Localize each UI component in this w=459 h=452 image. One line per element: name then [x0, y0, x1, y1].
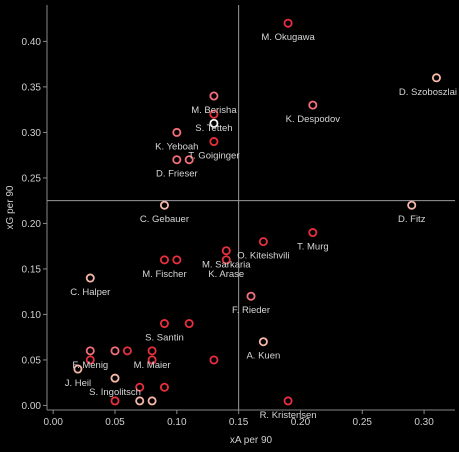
point-label: C. Halper: [70, 287, 110, 298]
y-tick-label: 0.20: [22, 219, 42, 230]
data-point: [221, 255, 231, 265]
data-point: [283, 18, 293, 28]
point-label: K. Arase: [208, 269, 244, 280]
tick-labels: 0.00 0.05 0.10 0.15 0.20 0.25 0.30 0.00 0.05 0.10…: [22, 37, 435, 428]
point-label: M. Fischer: [142, 269, 186, 280]
axes: [46, 5, 455, 411]
point-label: T. Goiginger: [188, 151, 239, 162]
point-label: T. Murg: [297, 242, 329, 253]
data-point: [159, 200, 169, 210]
data-point: [209, 91, 219, 101]
data-point: [135, 396, 145, 406]
data-point: [159, 319, 169, 329]
data-point: [184, 155, 194, 165]
data-point: [147, 396, 157, 406]
data-point: [184, 319, 194, 329]
point-label: A. Kuen: [246, 351, 280, 362]
point-label: S. Ingolitsch: [89, 387, 141, 398]
y-tick-label: 0.30: [22, 128, 42, 139]
data-point: [308, 228, 318, 238]
x-tick-label: 0.25: [353, 417, 373, 428]
y-axis-label: xG per 90: [5, 185, 16, 229]
data-point: [122, 346, 132, 356]
x-tick-label: 0.05: [105, 417, 125, 428]
point-label: R. Kristensen: [260, 410, 317, 421]
reference-lines: [47, 5, 455, 410]
data-point: [209, 109, 219, 119]
y-tick-label: 0.40: [22, 37, 42, 48]
point-label: J. Heil: [65, 378, 91, 389]
y-tick-label: 0.15: [22, 264, 42, 275]
data-point: [209, 137, 219, 147]
point-label: S. Tetteh: [195, 123, 232, 134]
point-label: M. Berisha: [191, 105, 237, 116]
data-point: [221, 246, 231, 256]
data-point: [147, 355, 157, 365]
data-point: [135, 382, 145, 392]
data-point: [258, 237, 268, 247]
data-point: [246, 291, 256, 301]
x-tick-label: 0.20: [291, 417, 311, 428]
y-tick-label: 0.05: [22, 355, 42, 366]
data-point: [73, 364, 83, 374]
data-point: [110, 373, 120, 383]
data-point: [172, 155, 182, 165]
data-point: [172, 255, 182, 265]
point-label: D. Frieser: [156, 169, 198, 180]
y-tick-label: 0.10: [22, 310, 42, 321]
data-point: [209, 355, 219, 365]
y-tick-label: 0.00: [22, 401, 42, 412]
point-label: S. Santin: [145, 333, 184, 344]
x-tick-label: 0.15: [229, 417, 249, 428]
y-tick-label: 0.35: [22, 82, 42, 93]
point-label: K. Despodov: [286, 114, 341, 125]
point-label: K. Yeboah: [155, 141, 198, 152]
data-point: [110, 346, 120, 356]
x-tick-label: 0.30: [414, 417, 434, 428]
data-point: [407, 200, 417, 210]
point-label: M. Maier: [134, 360, 171, 371]
y-tick-label: 0.25: [22, 173, 42, 184]
data-point: [85, 355, 95, 365]
point-label: F. Menig: [72, 360, 108, 371]
point-label: D. Fitz: [398, 214, 426, 225]
data-point: [159, 382, 169, 392]
data-point: [209, 118, 219, 128]
data-point: [110, 396, 120, 406]
data-point: [159, 255, 169, 265]
data-points: [73, 18, 441, 406]
point-label: M. Sarkaria: [202, 260, 251, 271]
point-label: F. Rieder: [232, 305, 270, 316]
point-label: M. Okugawa: [261, 32, 315, 43]
data-point: [85, 346, 95, 356]
data-point: [85, 273, 95, 283]
data-point: [308, 100, 318, 110]
x-axis-label: xA per 90: [230, 435, 273, 446]
data-point: [431, 73, 441, 83]
point-label: C. Gebauer: [140, 214, 189, 225]
data-point: [172, 127, 182, 137]
data-point: [258, 337, 268, 347]
point-labels: M. Okugawa D. Szoboszlai M. Berisha K. Desp…: [65, 32, 457, 421]
point-label: D. Szoboszlai: [399, 87, 457, 98]
data-point: [147, 346, 157, 356]
x-tick-label: 0.00: [43, 417, 63, 428]
x-tick-label: 0.10: [167, 417, 187, 428]
data-point: [283, 396, 293, 406]
point-label: O. Kiteishvili: [237, 251, 289, 262]
